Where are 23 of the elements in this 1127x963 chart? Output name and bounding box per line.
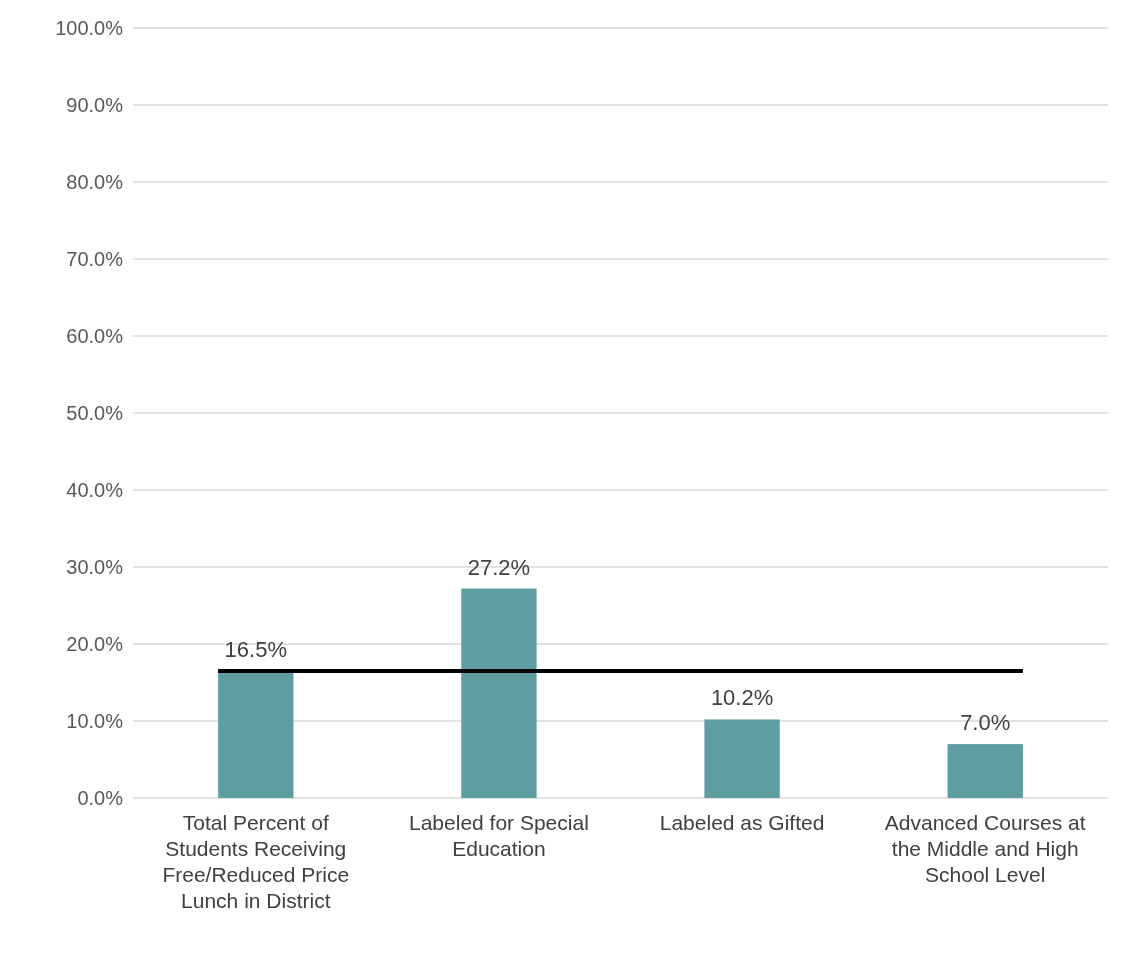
x-tick-label: Advanced Courses at the Middle and High School Level	[884, 811, 1086, 886]
y-tick-label: 90.0%	[66, 94, 124, 116]
data-label: 16.5%	[224, 636, 287, 662]
x-tick-label: Labeled for Special Education	[409, 811, 589, 860]
bar	[461, 588, 537, 798]
bar	[704, 719, 780, 798]
bar	[947, 744, 1023, 798]
x-tick-label: Labeled as Gifted	[659, 811, 825, 834]
bar	[218, 670, 294, 798]
data-label: 27.2%	[467, 554, 531, 580]
y-tick-label: 0.0%	[77, 787, 124, 809]
y-tick-label: 80.0%	[66, 171, 124, 193]
y-tick-label: 70.0%	[66, 248, 124, 270]
y-tick-label: 20.0%	[66, 633, 124, 655]
y-tick-label: 10.0%	[66, 710, 124, 732]
data-label: 10.2%	[710, 685, 774, 711]
data-label: 7.0%	[960, 710, 1011, 736]
y-tick-label: 60.0%	[66, 325, 124, 347]
y-tick-label: 30.0%	[66, 556, 124, 578]
y-tick-label: 50.0%	[66, 402, 124, 424]
y-tick-label: 40.0%	[66, 479, 124, 501]
x-tick-label: Total Percent of Students Receiving Free/Reduced Price Lunch in District	[162, 811, 350, 912]
y-tick-label: 100.0%	[55, 17, 124, 39]
